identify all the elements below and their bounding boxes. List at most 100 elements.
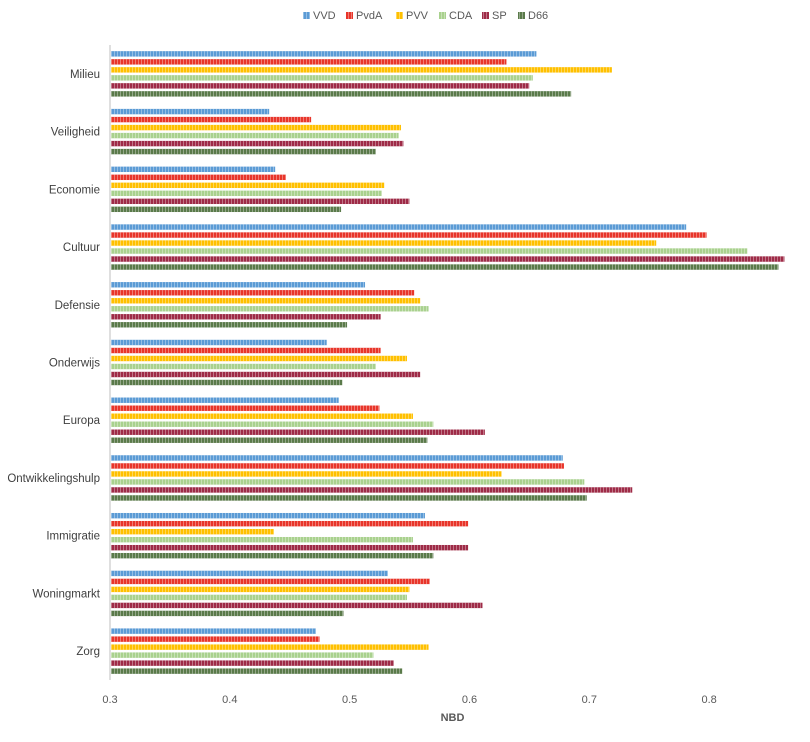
bar-hatch-cda-zorg bbox=[111, 652, 374, 658]
bar-hatch-cda-ontwikkelingshulp bbox=[111, 479, 585, 485]
bar-hatch-sp-europa bbox=[111, 429, 485, 435]
x-tick-label: 0.4 bbox=[222, 694, 237, 706]
bar-hatch-vvd-ontwikkelingshulp bbox=[111, 455, 563, 461]
bar-hatch-pvda-economie bbox=[111, 174, 286, 181]
category-label-zorg: Zorg bbox=[76, 646, 100, 658]
bar-hatch-pvda-cultuur bbox=[111, 232, 707, 238]
bar-hatch-sp-zorg bbox=[111, 660, 394, 666]
chart-legend: VVD PvdA PVV CDA SP D66 bbox=[303, 10, 548, 22]
bar-hatch-pvv-cultuur bbox=[111, 240, 657, 246]
category-label-milieu: Milieu bbox=[70, 69, 100, 81]
bar-hatch-sp-cultuur bbox=[111, 256, 785, 262]
bar-hatch-sp-woningmarkt bbox=[111, 602, 483, 609]
bar-hatch-d66-immigratie bbox=[111, 552, 434, 559]
bar-hatch-cda-immigratie bbox=[111, 536, 413, 543]
bar-hatch-d66-veiligheid bbox=[111, 148, 376, 155]
bar-hatch-vvd-zorg bbox=[111, 628, 316, 634]
bar-hatch-pvda-milieu bbox=[111, 59, 507, 65]
bar-hatch-vvd-europa bbox=[111, 397, 339, 403]
bar-hatch-cda-veiligheid bbox=[111, 132, 399, 139]
bar-hatch-cda-onderwijs bbox=[111, 363, 376, 370]
bar-hatch-pvv-onderwijs bbox=[111, 355, 407, 362]
bar-hatch-pvda-europa bbox=[111, 405, 380, 411]
bar-hatch-sp-defensie bbox=[111, 314, 381, 320]
legend-label-vvd: VVD bbox=[313, 10, 336, 22]
bars-group bbox=[111, 51, 785, 674]
bar-hatch-sp-veiligheid bbox=[111, 140, 404, 147]
category-label-veiligheid: Veiligheid bbox=[51, 127, 100, 139]
bar-hatch-d66-cultuur bbox=[111, 264, 779, 270]
legend-label-cda: CDA bbox=[449, 10, 473, 22]
bar-hatch-pvda-defensie bbox=[111, 290, 415, 296]
bar-hatch-vvd-cultuur bbox=[111, 224, 687, 230]
bar-hatch-sp-milieu bbox=[111, 83, 530, 89]
bar-hatch-sp-immigratie bbox=[111, 544, 469, 551]
x-tick-labels: 0.3 0.4 0.5 0.6 0.7 0.8 bbox=[102, 694, 716, 706]
legend-swatch-hatch-sp bbox=[482, 12, 489, 19]
bar-hatch-sp-economie bbox=[111, 198, 410, 205]
legend-swatch-hatch-d66 bbox=[518, 12, 525, 19]
legend-label-d66: D66 bbox=[528, 10, 548, 22]
x-axis-title: NBD bbox=[441, 712, 465, 724]
bar-hatch-pvv-milieu bbox=[111, 67, 612, 73]
bar-hatch-pvda-ontwikkelingshulp bbox=[111, 463, 564, 469]
bar-hatch-pvda-immigratie bbox=[111, 520, 469, 527]
legend-label-sp: SP bbox=[492, 10, 507, 22]
bar-hatch-pvv-europa bbox=[111, 413, 413, 419]
category-label-immigratie: Immigratie bbox=[46, 531, 100, 543]
category-label-europa: Europa bbox=[63, 415, 101, 427]
x-tick-label: 0.8 bbox=[701, 694, 716, 706]
legend-swatch-hatch-pvv bbox=[396, 12, 403, 19]
category-label-defensie: Defensie bbox=[55, 300, 100, 312]
x-tick-label: 0.5 bbox=[342, 694, 357, 706]
category-labels: Milieu Veiligheid Economie Cultuur Defensie O… bbox=[7, 69, 100, 658]
bar-hatch-vvd-immigratie bbox=[111, 512, 425, 519]
bar-hatch-pvv-defensie bbox=[111, 298, 421, 304]
x-tick-label: 0.6 bbox=[462, 694, 477, 706]
bar-hatch-pvda-zorg bbox=[111, 636, 320, 642]
bar-hatch-sp-onderwijs bbox=[111, 371, 421, 378]
bar-hatch-pvv-immigratie bbox=[111, 528, 274, 535]
category-label-onderwijs: Onderwijs bbox=[49, 358, 100, 370]
bar-hatch-pvda-woningmarkt bbox=[111, 578, 430, 585]
x-tick-label: 0.7 bbox=[582, 694, 597, 706]
bar-hatch-sp-ontwikkelingshulp bbox=[111, 487, 633, 493]
bar-hatch-d66-onderwijs bbox=[111, 379, 343, 386]
bar-hatch-vvd-milieu bbox=[111, 51, 537, 57]
bar-hatch-d66-zorg bbox=[111, 668, 403, 674]
bar-hatch-d66-milieu bbox=[111, 91, 572, 97]
bar-hatch-cda-economie bbox=[111, 190, 382, 197]
bar-hatch-vvd-onderwijs bbox=[111, 339, 327, 346]
category-label-economie: Economie bbox=[49, 184, 100, 196]
bar-hatch-d66-europa bbox=[111, 437, 428, 443]
bar-hatch-vvd-economie bbox=[111, 166, 276, 173]
legend-swatch-hatch-cda bbox=[439, 12, 446, 19]
bar-hatch-cda-milieu bbox=[111, 75, 533, 81]
category-label-ontwikkelingshulp: Ontwikkelingshulp bbox=[7, 473, 100, 485]
bar-hatch-vvd-defensie bbox=[111, 282, 366, 288]
bar-hatch-pvda-onderwijs bbox=[111, 347, 381, 354]
bar-hatch-cda-europa bbox=[111, 421, 434, 427]
bar-hatch-cda-defensie bbox=[111, 306, 429, 312]
x-tick-label: 0.3 bbox=[102, 694, 117, 706]
bar-hatch-cda-woningmarkt bbox=[111, 594, 407, 601]
legend-label-pvda: PvdA bbox=[356, 10, 383, 22]
bar-hatch-pvv-economie bbox=[111, 182, 385, 189]
bar-hatch-cda-cultuur bbox=[111, 248, 748, 254]
bar-hatch-vvd-veiligheid bbox=[111, 108, 270, 115]
bar-hatch-pvv-woningmarkt bbox=[111, 586, 410, 593]
legend-swatch-hatch-vvd bbox=[303, 12, 310, 19]
category-label-woningmarkt: Woningmarkt bbox=[32, 588, 100, 600]
bar-hatch-pvv-ontwikkelingshulp bbox=[111, 471, 502, 477]
category-label-cultuur: Cultuur bbox=[63, 242, 100, 254]
bar-hatch-d66-woningmarkt bbox=[111, 610, 344, 617]
legend-label-pvv: PVV bbox=[406, 10, 429, 22]
bar-hatch-pvv-veiligheid bbox=[111, 124, 401, 131]
bar-hatch-pvda-veiligheid bbox=[111, 116, 312, 123]
legend-swatch-hatch-pvda bbox=[346, 12, 353, 19]
bar-hatch-d66-ontwikkelingshulp bbox=[111, 495, 587, 501]
bar-hatch-vvd-woningmarkt bbox=[111, 570, 388, 577]
bar-hatch-d66-economie bbox=[111, 206, 342, 213]
bar-hatch-pvv-zorg bbox=[111, 644, 429, 650]
